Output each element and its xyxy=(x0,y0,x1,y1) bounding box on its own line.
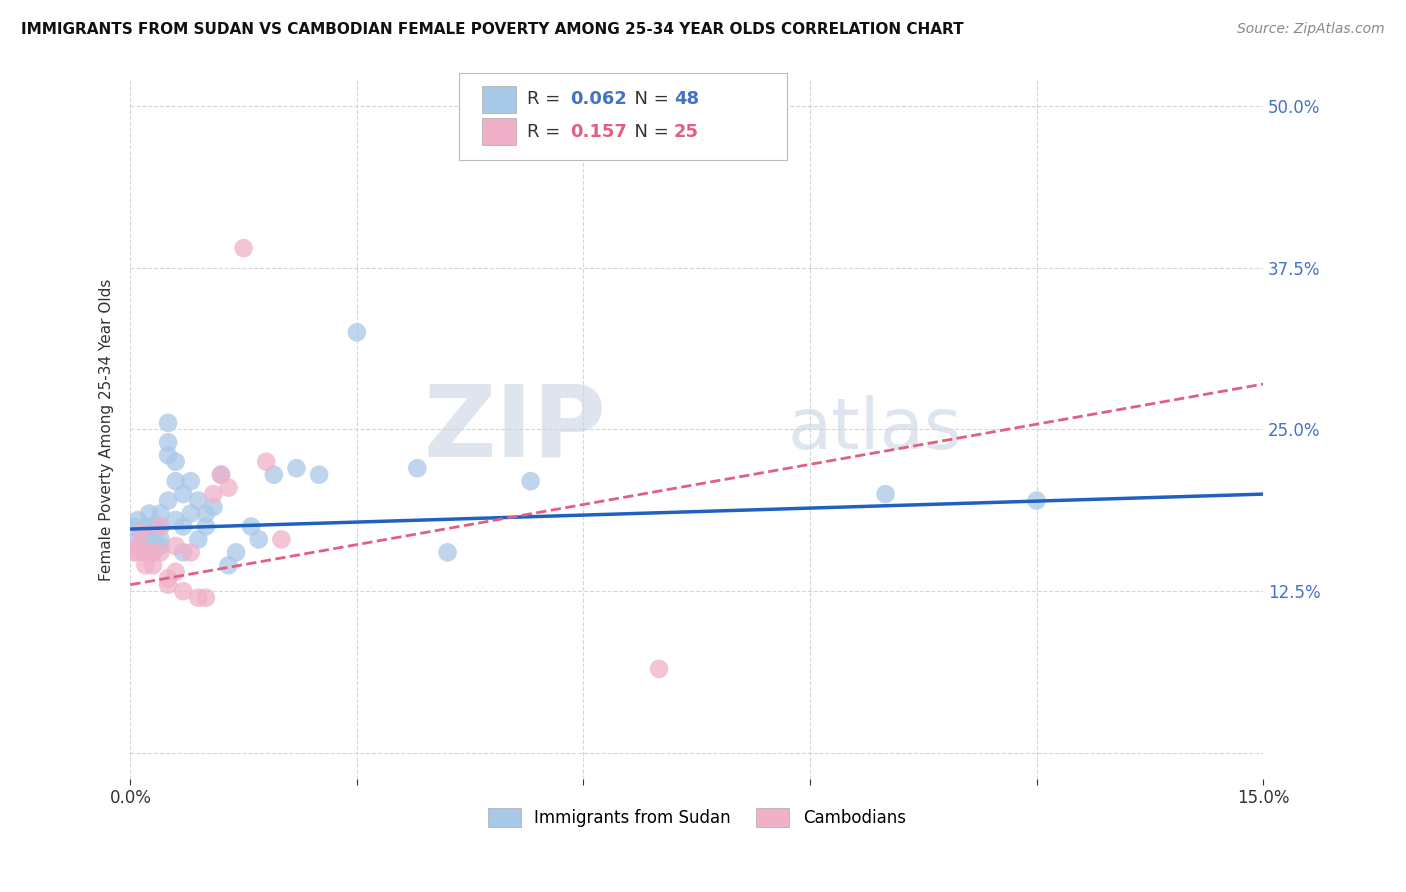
Point xyxy=(142,533,165,547)
Point xyxy=(436,545,458,559)
Point xyxy=(187,493,209,508)
Point xyxy=(240,519,263,533)
Point xyxy=(157,578,180,592)
Point xyxy=(157,416,180,430)
Point xyxy=(127,533,149,547)
Point xyxy=(209,467,232,482)
Y-axis label: Female Poverty Among 25-34 Year Olds: Female Poverty Among 25-34 Year Olds xyxy=(100,278,114,581)
Point xyxy=(122,545,145,559)
Point xyxy=(127,539,149,553)
Point xyxy=(134,545,156,559)
Point xyxy=(180,507,202,521)
Text: 0.157: 0.157 xyxy=(569,122,627,141)
Point xyxy=(247,533,270,547)
Text: N =: N = xyxy=(623,90,675,109)
Text: 48: 48 xyxy=(673,90,699,109)
Point xyxy=(149,533,172,547)
Point xyxy=(406,461,429,475)
Text: IMMIGRANTS FROM SUDAN VS CAMBODIAN FEMALE POVERTY AMONG 25-34 YEAR OLDS CORRELAT: IMMIGRANTS FROM SUDAN VS CAMBODIAN FEMAL… xyxy=(21,22,963,37)
Point xyxy=(122,519,145,533)
Point xyxy=(172,584,194,599)
Point xyxy=(131,525,153,540)
Point xyxy=(149,545,172,559)
Point xyxy=(142,558,165,573)
Point xyxy=(1025,493,1047,508)
Point xyxy=(308,467,330,482)
Point xyxy=(180,474,202,488)
Text: atlas: atlas xyxy=(787,395,962,464)
Text: R =: R = xyxy=(527,90,565,109)
FancyBboxPatch shape xyxy=(481,87,516,112)
Point xyxy=(263,467,285,482)
Point xyxy=(225,545,247,559)
Point xyxy=(157,571,180,585)
Point xyxy=(142,545,165,559)
Point xyxy=(194,519,217,533)
Point xyxy=(270,533,292,547)
Point xyxy=(519,474,541,488)
Point xyxy=(194,591,217,605)
Point xyxy=(172,545,194,559)
Point xyxy=(194,507,217,521)
Point xyxy=(202,500,225,514)
Point xyxy=(134,558,156,573)
Point xyxy=(187,533,209,547)
Point xyxy=(127,513,149,527)
Text: ZIP: ZIP xyxy=(423,381,606,478)
Point xyxy=(187,591,209,605)
FancyBboxPatch shape xyxy=(481,119,516,145)
Text: N =: N = xyxy=(623,122,675,141)
Point xyxy=(254,455,277,469)
Point xyxy=(232,241,254,255)
Point xyxy=(134,533,156,547)
Point xyxy=(165,565,187,579)
Point xyxy=(157,493,180,508)
Point xyxy=(165,474,187,488)
Point xyxy=(142,545,165,559)
Point xyxy=(127,545,149,559)
Point xyxy=(142,519,165,533)
Point xyxy=(165,455,187,469)
Point xyxy=(138,507,160,521)
Point xyxy=(165,513,187,527)
Legend: Immigrants from Sudan, Cambodians: Immigrants from Sudan, Cambodians xyxy=(481,801,912,833)
Point xyxy=(180,545,202,559)
Point xyxy=(875,487,897,501)
Point xyxy=(218,481,240,495)
Text: 25: 25 xyxy=(673,122,699,141)
Point xyxy=(131,525,153,540)
Point xyxy=(149,539,172,553)
Point xyxy=(157,448,180,462)
FancyBboxPatch shape xyxy=(458,73,787,161)
Point xyxy=(172,487,194,501)
Point xyxy=(172,519,194,533)
Point xyxy=(165,539,187,553)
Point xyxy=(149,519,172,533)
Point xyxy=(149,507,172,521)
Text: R =: R = xyxy=(527,122,572,141)
Point xyxy=(218,558,240,573)
Text: 0.062: 0.062 xyxy=(569,90,627,109)
Point xyxy=(157,435,180,450)
Point xyxy=(134,545,156,559)
Point xyxy=(346,326,368,340)
Point xyxy=(202,487,225,501)
Point xyxy=(209,467,232,482)
Point xyxy=(648,662,671,676)
Text: Source: ZipAtlas.com: Source: ZipAtlas.com xyxy=(1237,22,1385,37)
Point xyxy=(149,519,172,533)
Point xyxy=(145,519,167,533)
Point xyxy=(285,461,308,475)
Point xyxy=(142,519,165,533)
Point xyxy=(134,519,156,533)
